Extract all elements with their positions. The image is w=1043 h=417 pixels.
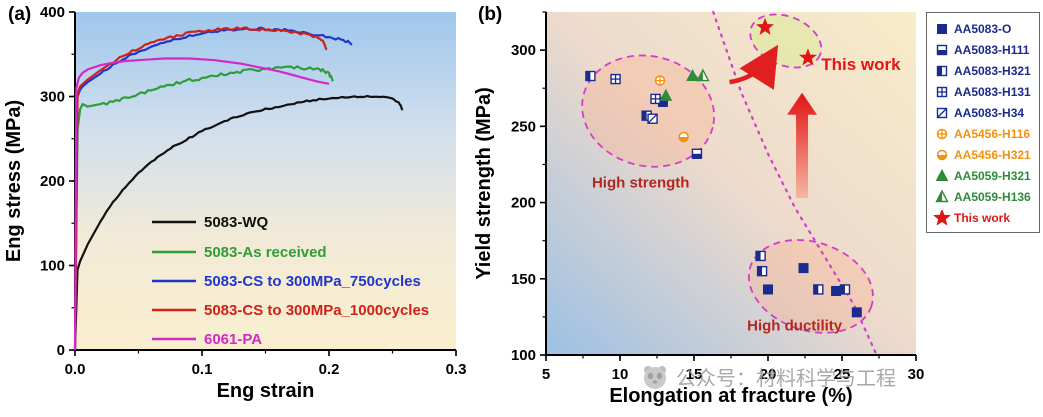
y-tick-label: 300 bbox=[40, 89, 65, 106]
legend-a-label: 5083-WQ bbox=[204, 214, 269, 231]
y-tick-label: 150 bbox=[511, 271, 536, 288]
legend-item: AA5083-H34 bbox=[933, 102, 1035, 123]
legend-item: AA5456-H321 bbox=[933, 144, 1035, 165]
legend-a-label: 5083-As received bbox=[204, 244, 327, 261]
y-axis-label: Yield strength (MPa) bbox=[473, 87, 495, 280]
watermark-text: 公众号：材料科学与工程 bbox=[676, 368, 896, 390]
curved-arrow bbox=[729, 44, 779, 90]
y-axis-label: Eng stress (MPa) bbox=[3, 100, 25, 262]
y-tick-label: 100 bbox=[40, 258, 65, 275]
legend-item: AA5059-H321 bbox=[933, 165, 1035, 186]
legend-item-label: AA5456-H321 bbox=[954, 147, 1031, 162]
x-tick-label: 0.1 bbox=[192, 361, 213, 378]
stress-strain-chart: 0.0 0.1 0.2 0.3 0 100 200 300 400 Eng strain Eng s… bbox=[3, 4, 467, 402]
series-5083-As received bbox=[73, 65, 334, 351]
series-5083-CS to 300MPa_750cycles bbox=[73, 26, 353, 351]
up-arrow bbox=[787, 92, 818, 198]
yield-elongation-chart: 5 10 15 20 25 30 100 150 200 250 300 Elongation at … bbox=[473, 10, 925, 407]
watermark: 公众号：材料科学与工程 bbox=[640, 362, 896, 391]
x-tick-label: 15 bbox=[686, 366, 703, 383]
series-5083-WQ bbox=[73, 94, 404, 351]
legend-item-label: AA5083-H34 bbox=[954, 105, 1025, 120]
legend-a-label: 6061-PA bbox=[204, 331, 262, 348]
legend-item-label: AA5059-H321 bbox=[954, 168, 1031, 183]
legend-item: AA5083-H131 bbox=[933, 81, 1035, 102]
x-tick-label: 5 bbox=[542, 366, 550, 383]
legend-item-label: AA5083-H321 bbox=[954, 63, 1031, 78]
legend-item: AA5456-H116 bbox=[933, 123, 1035, 144]
x-tick-label: 0.2 bbox=[319, 361, 340, 378]
plot-background bbox=[546, 12, 916, 355]
this-work-label: This work bbox=[821, 55, 901, 74]
legend-item: AA5083-H111 bbox=[933, 39, 1035, 60]
y-tick-label: 250 bbox=[511, 118, 536, 135]
panel-b-label: (b) bbox=[478, 4, 503, 25]
x-tick-label: 20 bbox=[760, 366, 777, 383]
x-tick-label: 0.3 bbox=[446, 361, 467, 378]
y-tick-label: 300 bbox=[511, 42, 536, 59]
x-axis-label: Elongation at fracture (%) bbox=[609, 385, 852, 407]
region-ellipse bbox=[747, 239, 874, 334]
y-tick-label: 400 bbox=[40, 4, 65, 21]
legend-panel-b: AA5083-O AA5083-H111 AA5083-H321 AA5083-H13… bbox=[926, 12, 1040, 233]
legend-a-label: 5083-CS to 300MPa_750cycles bbox=[204, 273, 421, 290]
legend-item-label: AA5083-H111 bbox=[954, 42, 1030, 57]
series-6061-PA bbox=[73, 57, 330, 351]
x-tick-label: 10 bbox=[612, 366, 629, 383]
region-label: High strength bbox=[592, 174, 690, 191]
legend-item-label: AA5456-H116 bbox=[954, 126, 1031, 141]
legend-item-label: This work bbox=[954, 210, 1011, 225]
legend-item: This work bbox=[933, 207, 1035, 228]
legend-item: AA5059-H136 bbox=[933, 186, 1035, 207]
y-tick-label: 0 bbox=[57, 342, 65, 359]
y-tick-label: 200 bbox=[511, 195, 536, 212]
y-tick-label: 100 bbox=[511, 347, 536, 364]
region-label: High ductility bbox=[747, 318, 843, 335]
watermark-logo-icon bbox=[640, 364, 670, 390]
x-tick-label: 0.0 bbox=[65, 361, 86, 378]
x-tick-label: 30 bbox=[908, 366, 925, 383]
legend-a-label: 5083-CS to 300MPa_1000cycles bbox=[204, 302, 429, 319]
series-5083-CS to 300MPa_1000cycles bbox=[73, 26, 328, 351]
legend-item-label: AA5083-H131 bbox=[954, 84, 1031, 99]
panel-a-label: (a) bbox=[8, 4, 32, 25]
legend-item: AA5083-O bbox=[933, 18, 1035, 39]
x-axis-label: Eng strain bbox=[217, 380, 315, 402]
y-tick-label: 200 bbox=[40, 173, 65, 190]
legend-item-label: AA5083-O bbox=[954, 21, 1012, 36]
legend-item-label: AA5059-H136 bbox=[954, 189, 1031, 204]
legend-item: AA5083-H321 bbox=[933, 60, 1035, 81]
x-tick-label: 25 bbox=[834, 366, 851, 383]
